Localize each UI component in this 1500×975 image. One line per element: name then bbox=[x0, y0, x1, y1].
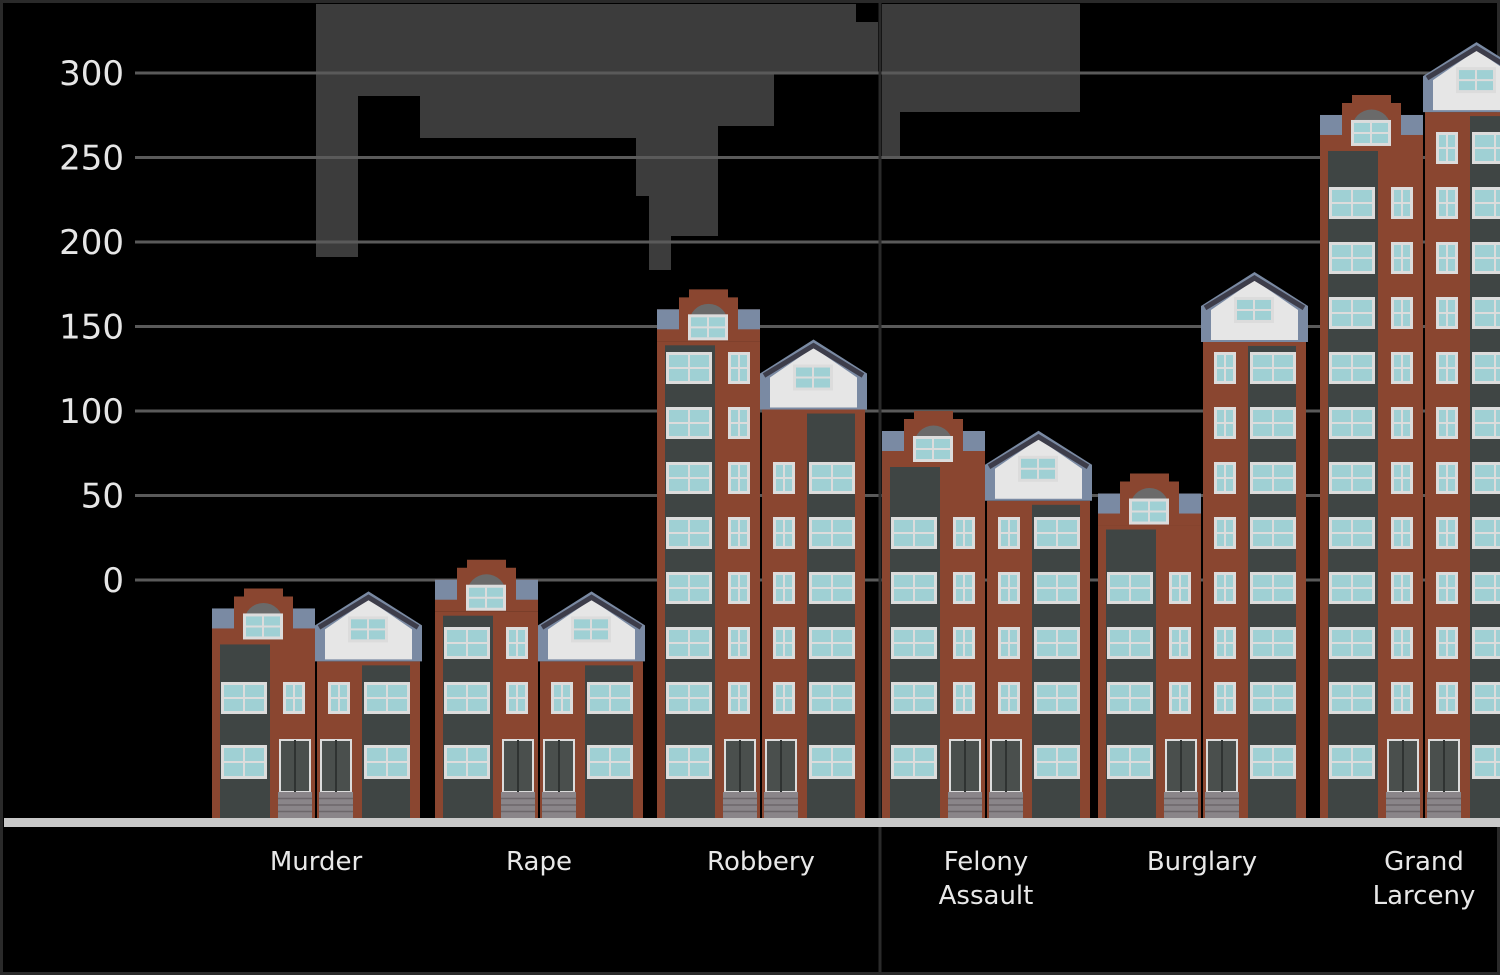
bar-building bbox=[1201, 271, 1308, 818]
roof-edge bbox=[762, 342, 865, 378]
roof-slate bbox=[963, 431, 985, 451]
glass-column bbox=[220, 644, 270, 818]
x-tick-label-line: Burglary bbox=[1147, 847, 1257, 877]
x-tick-label-line: Larceny bbox=[1373, 881, 1476, 911]
y-tick-label: 50 bbox=[81, 477, 124, 517]
x-tick-label: Rape bbox=[506, 847, 572, 877]
roof-edge bbox=[540, 594, 643, 630]
roof-slate bbox=[293, 608, 315, 629]
x-tick-label-line: Assault bbox=[939, 881, 1034, 911]
y-tick-label: 150 bbox=[59, 308, 124, 348]
roof-edge bbox=[1203, 275, 1306, 311]
bar-building bbox=[1423, 42, 1500, 819]
x-tick-label: Robbery bbox=[707, 847, 815, 877]
x-tick-label: Grand Larceny bbox=[1373, 847, 1476, 911]
bar-building bbox=[1320, 94, 1423, 819]
x-tick-label: Burglary bbox=[1147, 847, 1257, 877]
roof-slate bbox=[1401, 114, 1423, 135]
x-tick-label: Felony Assault bbox=[939, 847, 1034, 911]
bar-building bbox=[985, 430, 1092, 818]
roof-slate bbox=[882, 431, 904, 451]
y-tick-label: 100 bbox=[59, 392, 124, 432]
bar-building bbox=[315, 591, 422, 818]
bar-building bbox=[882, 411, 985, 818]
roof-slate bbox=[516, 579, 538, 600]
x-tick-label-line: Robbery bbox=[707, 847, 815, 877]
bar-building bbox=[212, 588, 315, 818]
cloud-shape bbox=[882, 4, 1080, 156]
y-tick-label: 300 bbox=[59, 54, 124, 94]
roof-slate bbox=[738, 309, 760, 330]
roof-slate bbox=[1098, 493, 1120, 514]
x-tick-label-line: Rape bbox=[506, 847, 572, 877]
cloud-shape bbox=[316, 4, 878, 270]
roof-edge bbox=[987, 433, 1090, 469]
roof-slate bbox=[657, 309, 679, 330]
roof-edge bbox=[317, 594, 420, 630]
bar-building bbox=[657, 289, 760, 818]
cloud-layer bbox=[316, 4, 1080, 270]
roof-slate bbox=[435, 579, 457, 600]
bar-building bbox=[760, 339, 867, 818]
y-tick-label: 0 bbox=[102, 561, 124, 601]
roof-slate bbox=[1320, 114, 1342, 135]
x-tick-label: Murder bbox=[270, 847, 363, 877]
roof-slate bbox=[212, 608, 234, 629]
roof-slate bbox=[1179, 493, 1201, 514]
baseline bbox=[4, 818, 1500, 827]
bar-building bbox=[1098, 473, 1201, 818]
x-tick-label-line: Murder bbox=[270, 847, 363, 877]
roof-edge bbox=[1425, 45, 1500, 81]
x-tick-label-line: Felony bbox=[944, 847, 1029, 877]
y-tick-label: 250 bbox=[59, 139, 124, 179]
y-tick-label: 200 bbox=[59, 223, 124, 263]
bar-building bbox=[435, 559, 538, 818]
bar-building bbox=[538, 591, 645, 818]
x-tick-label-line: Grand bbox=[1384, 847, 1464, 877]
